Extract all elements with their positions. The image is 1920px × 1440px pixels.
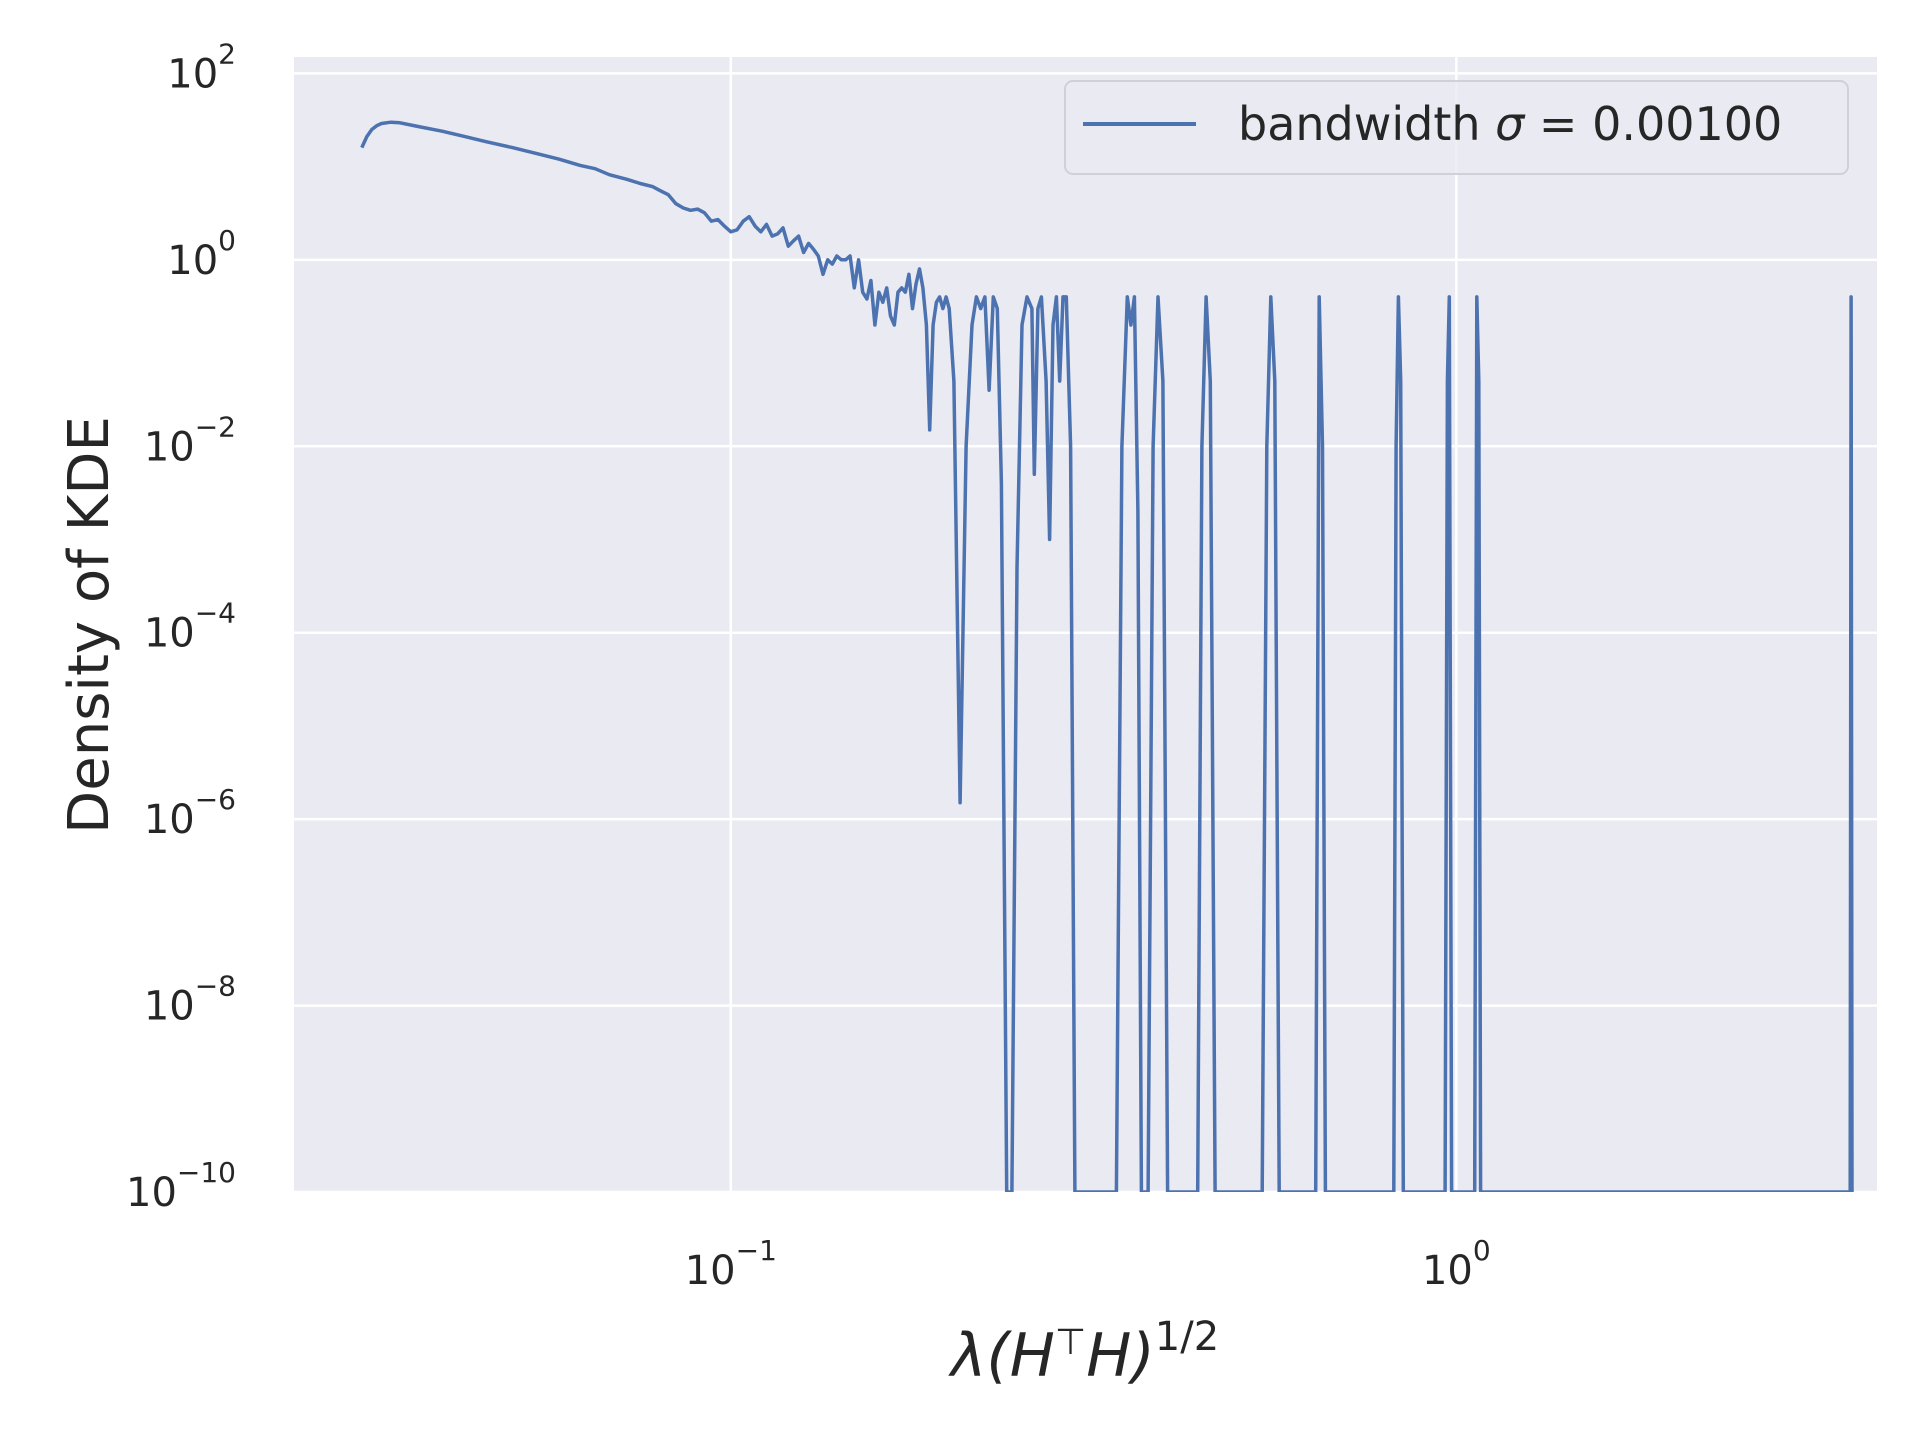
legend-box	[1064, 80, 1849, 175]
y-axis-label: Density of KDE	[57, 416, 122, 834]
y-tick-label: 10−4	[144, 597, 236, 657]
y-tick-label: 10−6	[144, 783, 236, 843]
series-line	[360, 120, 1854, 1192]
x-tick-label: 10−1	[685, 1234, 777, 1294]
y-tick-label: 10−8	[144, 970, 236, 1030]
grid-lines	[294, 57, 1877, 1194]
y-tick-label: 10−10	[126, 1156, 236, 1216]
y-tick-label: 102	[167, 37, 236, 97]
legend-entry-label: bandwidth σ = 0.00100	[1238, 97, 1782, 151]
series-layer	[360, 120, 1854, 1192]
x-tick-labels: 10−1 100	[685, 1234, 1491, 1294]
y-tick-labels: 102 100 10−2 10−4 10−6 10−8 10−10	[126, 37, 236, 1216]
x-axis-label: λ(H⊤H)1/2	[948, 1314, 1219, 1391]
y-tick-label: 100	[167, 224, 236, 284]
y-tick-label: 10−2	[144, 410, 236, 470]
x-tick-label: 100	[1422, 1234, 1491, 1294]
plot-background	[294, 57, 1877, 1192]
legend: bandwidth σ = 0.00100	[1064, 80, 1849, 175]
